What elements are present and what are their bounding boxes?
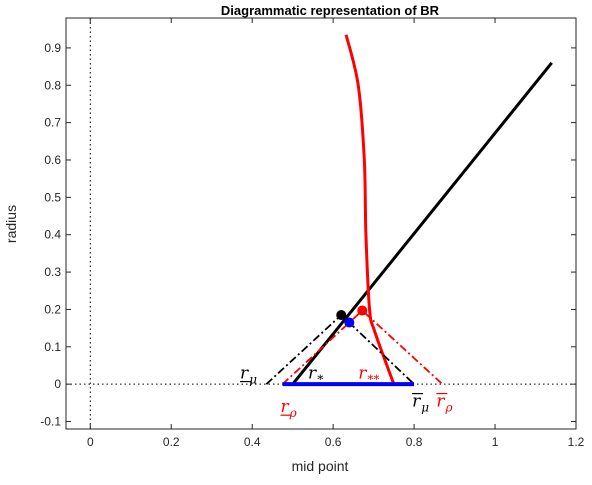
annotation-label-1: r* [308, 364, 323, 387]
y-tick-label: 0.5 [44, 190, 61, 204]
annotation-label-2: r** [358, 364, 379, 387]
point-marker-1 [344, 317, 355, 328]
x-axis-ticks: 0 0.2 0.4 0.6 0.8 1 1.2 [87, 18, 585, 449]
x-tick-label: 0.8 [406, 435, 423, 449]
y-axis-label: radius [3, 205, 19, 243]
point-marker-0 [336, 310, 347, 321]
chart-title: Diagrammatic representation of BR [221, 3, 440, 18]
y-tick-label: 0.2 [44, 302, 61, 316]
annotation-label-3: rρ [281, 397, 297, 420]
x-tick-label: 1 [492, 435, 499, 449]
plot-area [66, 18, 576, 429]
y-tick-label: 0.7 [44, 116, 61, 130]
x-tick-label: 0.4 [244, 435, 261, 449]
y-tick-label: 0.1 [44, 340, 61, 354]
annotation-label-0: rμ [240, 364, 257, 387]
y-tick-label: 0.4 [44, 228, 61, 242]
x-axis-label: mid point [292, 458, 349, 474]
x-tick-label: 0 [87, 435, 94, 449]
y-tick-label: 0.6 [44, 153, 61, 167]
y-tick-label: 0.3 [44, 265, 61, 279]
annotation-label-5: rρ [436, 392, 452, 415]
series-line-1 [344, 34, 396, 385]
point-marker-2 [357, 305, 368, 316]
x-tick-label: 0.6 [325, 435, 342, 449]
y-tick-label: 0.9 [44, 41, 61, 55]
reference-lines [66, 18, 576, 429]
series-line-0 [291, 61, 553, 386]
y-axis-ticks: -0.1 0 0.1 0.2 0.3 0.4 0.5 0.6 0.7 0.8 0.9 [40, 41, 576, 429]
y-tick-label: 0 [54, 377, 61, 391]
y-tick-label: 0.8 [44, 78, 61, 92]
markers-group [336, 305, 368, 328]
y-tick-label: -0.1 [40, 415, 61, 429]
plot-frame [65, 17, 577, 430]
x-tick-label: 0.2 [163, 435, 180, 449]
annotation-label-4: rμ [412, 392, 429, 415]
x-tick-label: 1.2 [568, 435, 585, 449]
